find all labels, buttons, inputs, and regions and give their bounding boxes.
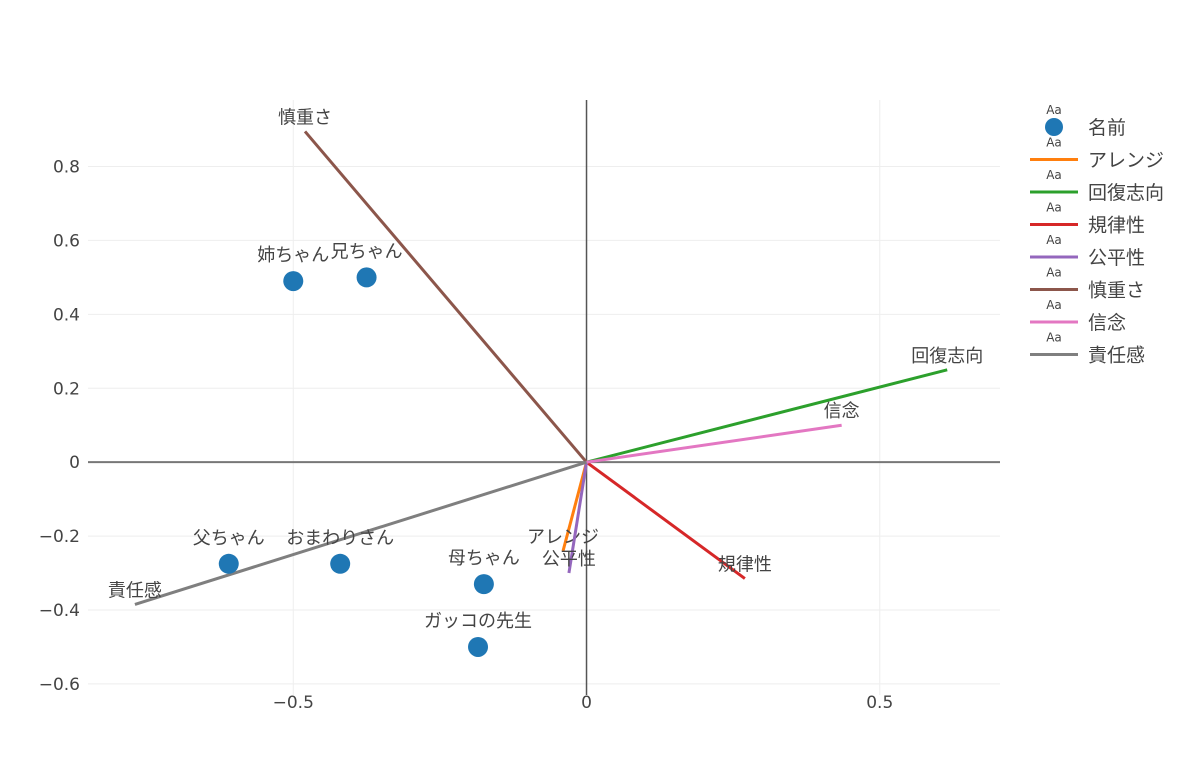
vector-label: 慎重さ xyxy=(278,107,332,128)
grid-lines xyxy=(88,100,1000,695)
legend-label: 公平性 xyxy=(1088,247,1145,269)
y-tick-label: 0 xyxy=(69,453,80,473)
y-tick-label: 0.2 xyxy=(53,379,80,399)
vector-label: 回復志向 xyxy=(911,346,983,367)
vector-line xyxy=(585,460,746,580)
legend-label: 規律性 xyxy=(1088,215,1145,237)
point-label: 姉ちゃん xyxy=(257,245,329,266)
legend-aa-glyph: Aa xyxy=(1046,331,1062,345)
vector-line xyxy=(586,423,842,464)
legend-aa-glyph: Aa xyxy=(1046,298,1062,312)
vector-label: 公平性 xyxy=(542,549,596,570)
point-label: 兄ちゃん xyxy=(331,241,403,262)
zero-lines xyxy=(88,100,1000,695)
legend-item[interactable]: Aa アレンジ xyxy=(1030,136,1164,172)
legend-item[interactable]: Aa 回復志向 xyxy=(1030,168,1164,204)
point-label: おまわりさん xyxy=(286,528,394,549)
legend-aa-glyph: Aa xyxy=(1046,168,1062,182)
legend-label: 慎重さ xyxy=(1088,280,1145,302)
vector-label: アレンジ xyxy=(527,527,599,548)
vector-label: 責任感 xyxy=(108,580,162,601)
legend-item[interactable]: Aa 責任感 xyxy=(1030,331,1145,367)
legend-aa-glyph: Aa xyxy=(1046,266,1062,280)
x-tick-label: 0.5 xyxy=(866,693,893,713)
legend-marker xyxy=(1045,118,1063,136)
y-tick-label: −0.2 xyxy=(39,527,80,547)
vector-line xyxy=(134,460,587,606)
legend[interactable]: Aa 名前 Aa アレンジ Aa 回復志向 Aa 規律性 Aa 公平性 Aa 慎重さ Aa 信念 Aa 責任感 xyxy=(1030,103,1164,367)
scatter-point[interactable] xyxy=(330,553,351,574)
y-tick-label: 0.4 xyxy=(53,305,80,325)
vector-line xyxy=(586,368,948,464)
legend-item[interactable]: Aa 慎重さ xyxy=(1030,266,1145,302)
vector-line xyxy=(561,461,588,552)
vector-label: 信念 xyxy=(824,400,860,422)
scatter-point[interactable] xyxy=(283,271,304,292)
legend-item[interactable]: Aa 規律性 xyxy=(1030,201,1145,237)
point-label: 父ちゃん xyxy=(193,528,265,549)
scatter-point[interactable] xyxy=(473,574,494,595)
axis-tick-labels: −0.6 −0.4 −0.2 0 0.2 0.4 0.6 0.8 −0.5 0 0.5 xyxy=(39,158,894,713)
legend-aa-glyph: Aa xyxy=(1046,136,1062,150)
y-tick-label: 0.6 xyxy=(53,231,80,251)
legend-label: アレンジ xyxy=(1088,150,1164,172)
legend-aa-glyph: Aa xyxy=(1046,103,1062,117)
legend-label: 責任感 xyxy=(1088,345,1145,367)
vector-label: 規律性 xyxy=(718,555,772,576)
point-label: ガッコの先生 xyxy=(424,611,532,632)
vector-line xyxy=(303,130,588,464)
vector-line xyxy=(567,461,589,574)
scatter-point[interactable] xyxy=(218,553,239,574)
scatter-point[interactable] xyxy=(468,636,489,657)
x-tick-label: 0 xyxy=(581,693,592,713)
legend-aa-glyph: Aa xyxy=(1046,201,1062,215)
point-label: 母ちゃん xyxy=(448,548,520,569)
scatter-point[interactable] xyxy=(356,267,377,288)
legend-item[interactable]: Aa 公平性 xyxy=(1030,233,1145,269)
legend-label: 名前 xyxy=(1088,117,1126,139)
legend-item[interactable]: Aa 信念 xyxy=(1030,298,1126,334)
legend-item[interactable]: Aa 名前 xyxy=(1045,103,1126,139)
legend-label: 回復志向 xyxy=(1088,182,1164,204)
y-tick-label: −0.6 xyxy=(39,675,80,695)
y-tick-label: 0.8 xyxy=(53,158,80,178)
legend-label: 信念 xyxy=(1088,311,1126,334)
y-tick-label: −0.4 xyxy=(39,601,80,621)
x-tick-label: −0.5 xyxy=(273,693,314,713)
legend-aa-glyph: Aa xyxy=(1046,233,1062,247)
